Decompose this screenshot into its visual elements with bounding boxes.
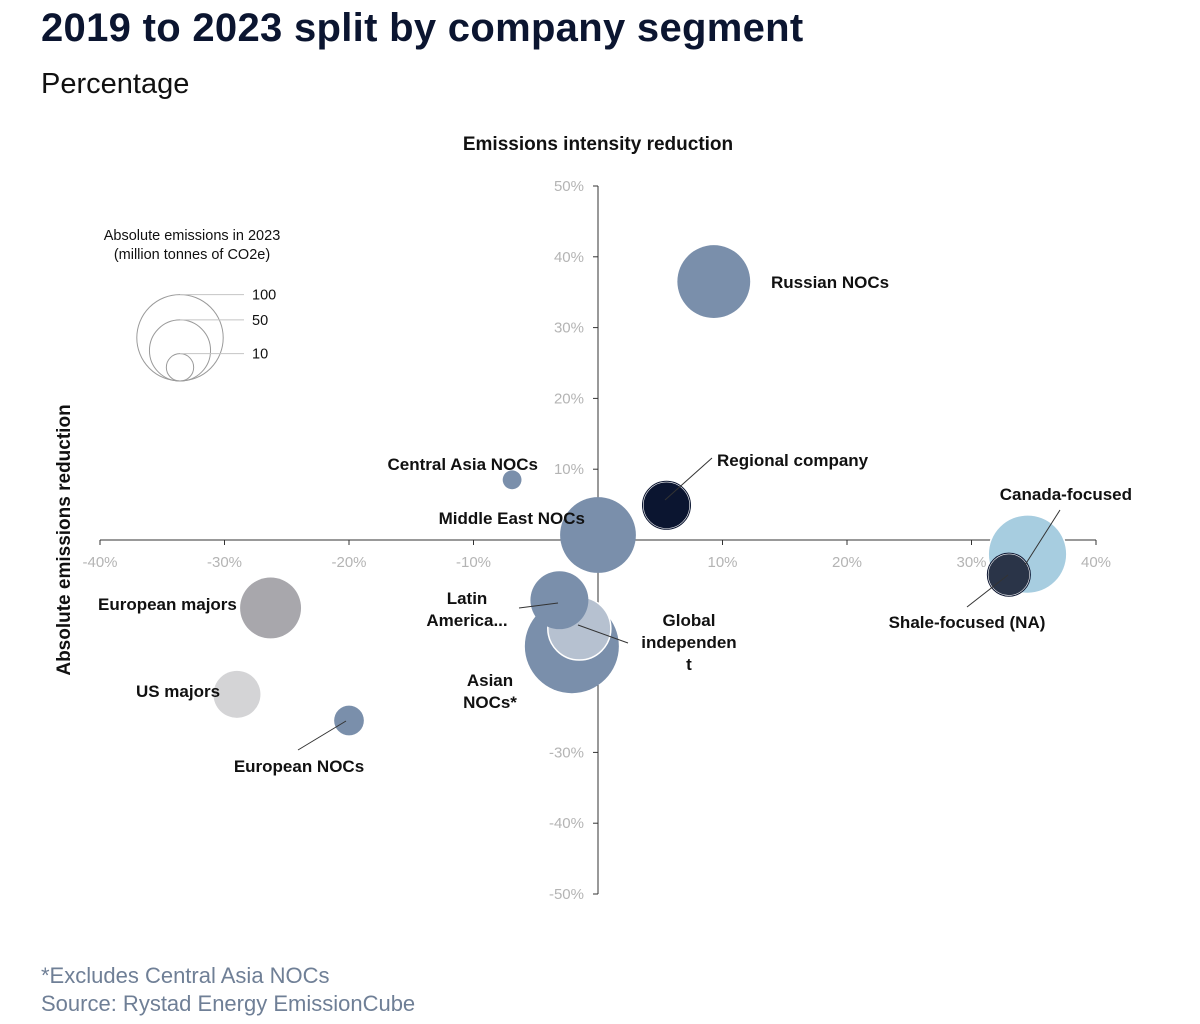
x-tick-label: -30% — [207, 554, 242, 571]
bubble-label: Russian NOCs — [771, 273, 889, 292]
bubble — [213, 670, 261, 718]
bubbles — [213, 245, 1068, 736]
chart-title: 2019 to 2023 split by company segment — [41, 6, 804, 50]
bubble-label: t — [686, 655, 692, 674]
y-tick-label: 40% — [554, 249, 584, 266]
legend-circle — [136, 294, 224, 382]
bubble-label: Global — [663, 611, 716, 630]
bubble — [560, 497, 636, 573]
bubble-label: Central Asia NOCs — [387, 455, 538, 474]
leader-line — [664, 457, 713, 501]
y-axis-title: Absolute emissions reduction — [54, 404, 75, 675]
x-tick-label: 30% — [956, 554, 986, 571]
footnote-source: Source: Rystad Energy EmissionCube — [41, 991, 416, 1016]
bubble-outline — [641, 480, 691, 530]
bubble — [240, 577, 302, 639]
legend-size-label: 100 — [252, 288, 276, 304]
leader-line — [966, 574, 1009, 608]
leader-lines — [297, 457, 1061, 751]
leader-line — [577, 624, 629, 644]
bubble — [334, 705, 364, 736]
legend-size-label: 10 — [252, 347, 268, 363]
bubble-label: Shale-focused (NA) — [889, 613, 1046, 632]
leader-line — [518, 602, 559, 609]
x-tick-label: 40% — [1081, 554, 1111, 571]
y-tick-label: 20% — [554, 390, 584, 407]
bubble-outline — [986, 552, 1031, 597]
legend-size-label: 50 — [252, 313, 268, 329]
legend-circle — [165, 353, 195, 382]
bubble — [530, 571, 589, 630]
bubble-labels: Russian NOCs Central Asia NOCs Middle East… — [98, 273, 1132, 776]
y-tick-label: 30% — [554, 320, 584, 337]
bubble-label: America... — [426, 611, 507, 630]
chart-subtitle: Percentage — [41, 68, 190, 100]
x-tick-label: 20% — [832, 554, 862, 571]
legend-circle — [148, 319, 212, 382]
bubble-label: Middle East NOCs — [439, 509, 585, 528]
bubble-label: independen — [641, 633, 736, 652]
footnote-exclusion: *Excludes Central Asia NOCs — [41, 963, 330, 988]
x-axis-title: Emissions intensity reduction — [463, 134, 733, 155]
bubble-label: Latin — [447, 589, 488, 608]
y-tick-label: 50% — [554, 178, 584, 195]
bubble-label: NOCs* — [463, 693, 517, 712]
leader-line — [297, 720, 347, 751]
x-tick-label: -40% — [82, 554, 117, 571]
bubble — [642, 481, 691, 530]
footnotes: *Excludes Central Asia NOCs Source: Ryst… — [41, 962, 415, 1018]
bubble-label: Canada-focused — [1000, 485, 1132, 504]
bubble-label: European majors — [98, 595, 237, 614]
y-tick-label: 10% — [554, 461, 584, 478]
x-tick-label: 10% — [707, 554, 737, 571]
bubble-label: European NOCs — [234, 757, 364, 776]
y-tick-label: -40% — [549, 815, 584, 832]
leader-line — [1024, 509, 1061, 566]
x-tick-label: -10% — [456, 554, 491, 571]
y-tick-label: -30% — [549, 744, 584, 761]
bubble — [987, 553, 1031, 597]
x-tick-label: -20% — [331, 554, 366, 571]
bubble — [502, 470, 522, 490]
bubble-label: US majors — [136, 682, 220, 701]
legend-subtitle: (million tonnes of CO2e) — [114, 247, 270, 263]
bubble-label: Asian — [467, 671, 513, 690]
legend-title: Absolute emissions in 2023 — [104, 228, 281, 244]
y-tick-label: -50% — [549, 886, 584, 903]
bubble-chart: Absolute emissions in 2023 (million tonne… — [54, 134, 1132, 903]
bubble — [677, 245, 751, 318]
bubble-label: Regional company — [717, 451, 869, 470]
size-legend: Absolute emissions in 2023 (million tonne… — [104, 228, 281, 382]
